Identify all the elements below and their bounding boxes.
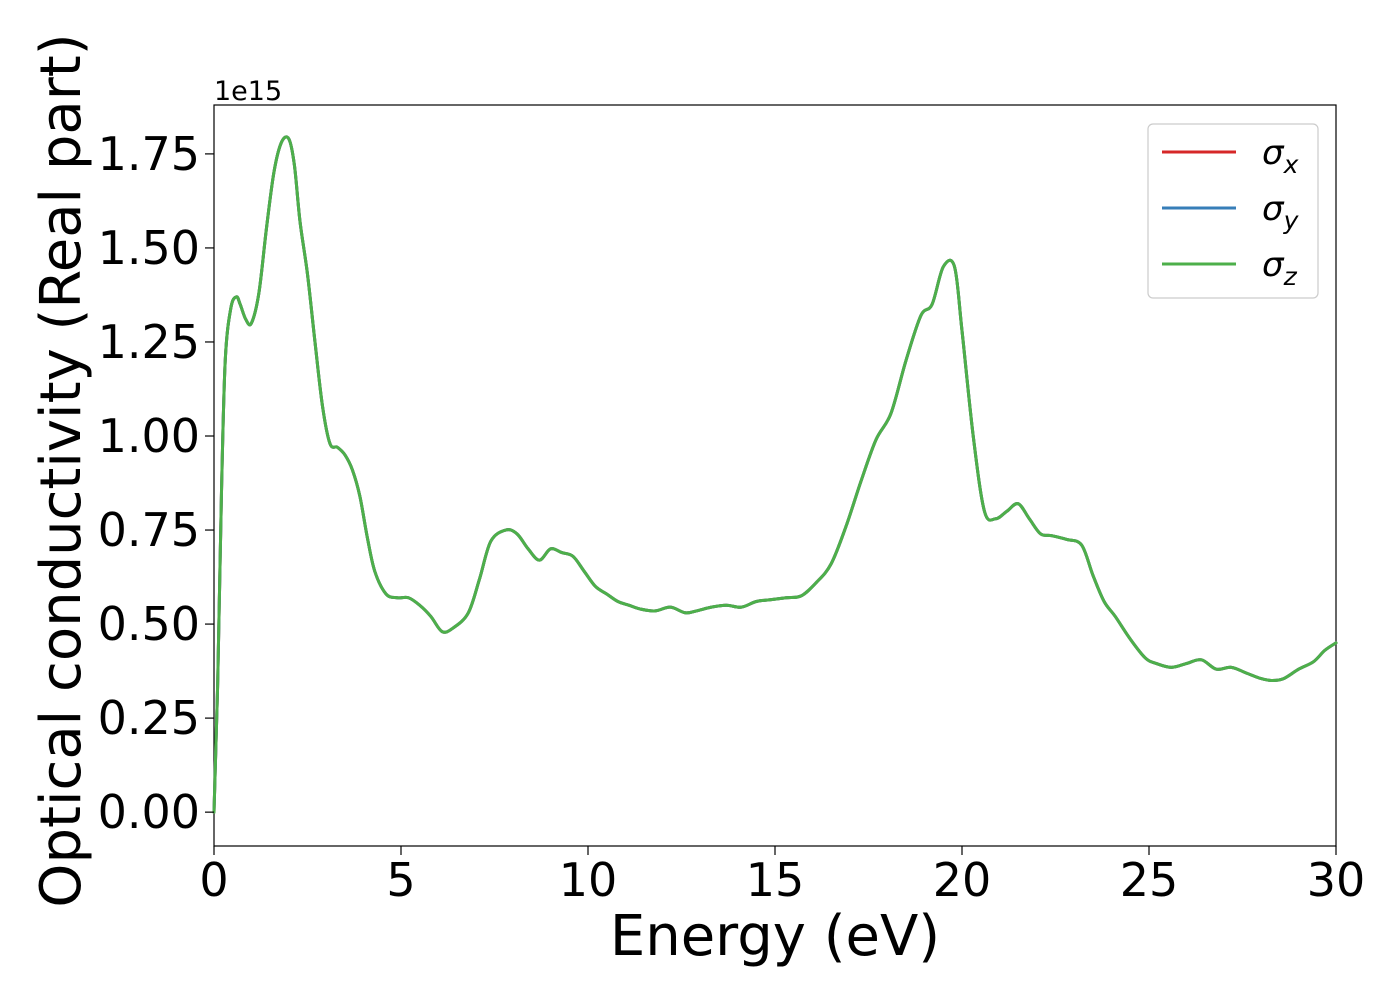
legend-label-sigma-z: σz: [1262, 245, 1298, 291]
legend-frame: [1147, 123, 1319, 299]
series-layer: [212, 135, 1338, 814]
x-tick-label: 15: [746, 853, 805, 907]
y-tick-label: 0.25: [98, 691, 200, 745]
y-axis-offset-text: 1e15: [214, 76, 282, 107]
x-tick-label: 0: [199, 853, 228, 907]
y-tick-label: 1.75: [98, 127, 200, 181]
x-tick-label: 5: [386, 853, 415, 907]
y-tick-label: 1.50: [98, 221, 200, 275]
y-axis-title: Optical conductivity (Real part): [29, 33, 94, 907]
y-tick-label: 1.25: [98, 315, 200, 369]
x-axis-title: Energy (eV): [610, 904, 940, 969]
legend: σx σy σz: [1147, 123, 1319, 299]
y-tick-label: 1.00: [98, 409, 200, 463]
x-tick-label: 10: [559, 853, 618, 907]
y-tick-label: 0.75: [98, 503, 200, 557]
y-tick-label: 0.50: [98, 597, 200, 651]
series-line-sigma-z: [212, 135, 1338, 814]
x-tick-label: 20: [933, 853, 992, 907]
legend-label-sigma-x: σx: [1262, 133, 1299, 179]
x-axis-ticks: 0 5 10 15 20 25 30: [199, 846, 1365, 907]
legend-label-sigma-y: σy: [1262, 189, 1300, 235]
x-tick-label: 30: [1307, 853, 1366, 907]
x-tick-label: 25: [1120, 853, 1179, 907]
y-tick-label: 0.00: [98, 785, 200, 839]
y-axis-ticks: 0.00 0.25 0.50 0.75 1.00 1.25 1.50 1.75: [98, 127, 214, 839]
